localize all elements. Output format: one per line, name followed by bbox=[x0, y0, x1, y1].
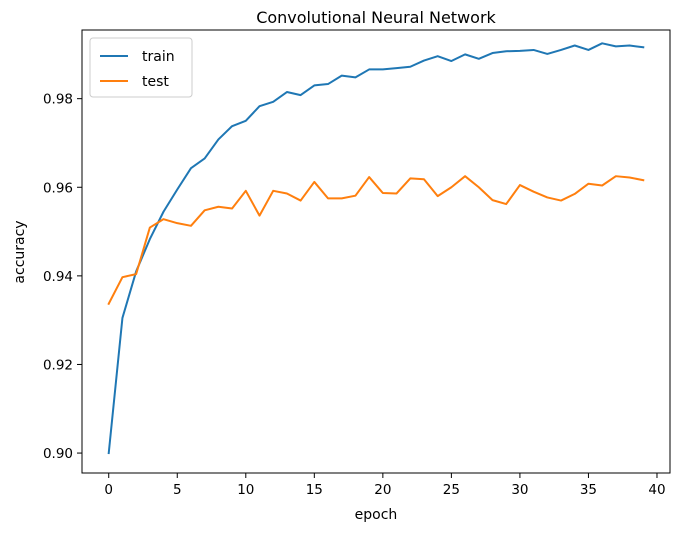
axes-frame bbox=[81, 29, 671, 474]
x-axis-ticks: 0 5 10 15 20 25 30 35 40 bbox=[104, 473, 666, 498]
y-tick-label: 0.94 bbox=[43, 269, 73, 285]
chart-title: Convolutional Neural Network bbox=[256, 8, 496, 27]
legend-label-train: train bbox=[142, 49, 175, 65]
legend-box bbox=[89, 37, 193, 98]
y-tick-label: 0.90 bbox=[43, 446, 73, 462]
x-tick-label: 5 bbox=[173, 482, 182, 498]
x-tick-label: 20 bbox=[374, 482, 391, 498]
series-line-train bbox=[107, 42, 645, 455]
x-tick-label: 30 bbox=[511, 482, 528, 498]
x-tick-label: 10 bbox=[237, 482, 254, 498]
y-axis-label: accuracy bbox=[12, 220, 28, 283]
legend-label-test: test bbox=[142, 74, 169, 90]
y-tick-label: 0.92 bbox=[43, 357, 73, 373]
y-tick-label: 0.96 bbox=[43, 180, 73, 196]
x-tick-label: 25 bbox=[443, 482, 460, 498]
legend: train test bbox=[89, 37, 193, 98]
series-line-test bbox=[107, 175, 645, 306]
x-tick-label: 0 bbox=[104, 482, 113, 498]
x-tick-label: 40 bbox=[648, 482, 665, 498]
x-tick-label: 35 bbox=[580, 482, 597, 498]
y-tick-label: 0.98 bbox=[43, 92, 73, 108]
series-layer bbox=[107, 42, 645, 455]
y-axis-ticks: 0.90 0.92 0.94 0.96 0.98 bbox=[43, 92, 82, 462]
x-tick-label: 15 bbox=[306, 482, 323, 498]
x-axis-label: epoch bbox=[355, 507, 398, 523]
